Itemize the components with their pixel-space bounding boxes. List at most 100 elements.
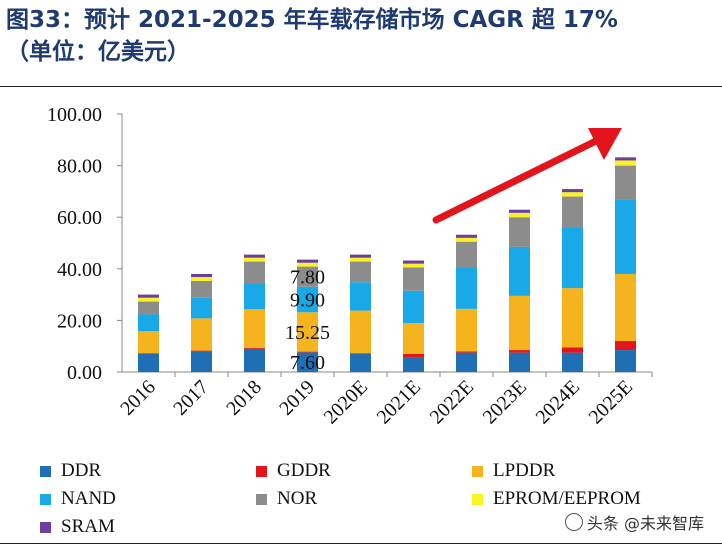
bar-segment-nand xyxy=(138,314,159,332)
bar-segment-lpddr xyxy=(297,312,318,352)
bar-segment-ddr xyxy=(562,352,583,372)
y-tick-label: 100.00 xyxy=(47,104,102,126)
bar-segment-eprom-eeprom xyxy=(191,277,212,281)
bar-segment-gddr xyxy=(562,347,583,353)
legend-label: LPDDR xyxy=(493,460,556,481)
bar-segment-gddr xyxy=(403,353,424,358)
bottom-divider xyxy=(0,543,722,544)
bar-segment-nor xyxy=(403,267,424,291)
bar-segment-nand xyxy=(244,283,265,310)
bar-segment-ddr xyxy=(191,351,212,372)
data-label: 7.60 xyxy=(290,352,325,374)
x-tick-label: 2022E xyxy=(426,376,478,428)
data-label: 15.25 xyxy=(285,322,330,344)
bar-segment-nor xyxy=(138,301,159,315)
bar-segment-eprom-eeprom xyxy=(615,160,636,166)
bar-segment-eprom-eeprom xyxy=(244,257,265,262)
legend-swatch xyxy=(40,521,51,533)
bar-segment-sram xyxy=(615,157,636,161)
bar-segment-sram xyxy=(562,189,583,193)
data-label: 9.90 xyxy=(290,290,325,312)
legend-item-nand: NAND xyxy=(40,486,116,512)
legend-label: GDDR xyxy=(277,460,331,481)
legend-label: NOR xyxy=(277,488,318,509)
bar-segment-eprom-eeprom xyxy=(456,237,477,242)
bar-segment-gddr xyxy=(456,351,477,353)
bar-segment-sram xyxy=(456,234,477,238)
legend-swatch xyxy=(472,493,483,505)
bar-segment-lpddr xyxy=(562,288,583,348)
chart-title: 图33：预计 2021-2025 年车载存储市场 CAGR 超 17% xyxy=(6,7,618,33)
bar-segment-nand xyxy=(562,227,583,289)
bar-segment-nor xyxy=(615,165,636,200)
bar-segment-nor xyxy=(456,241,477,268)
bar-segment-ddr xyxy=(456,352,477,372)
bar-segment-gddr xyxy=(191,350,212,352)
bar-segment-ddr xyxy=(509,352,530,372)
bar-segment-nand xyxy=(403,290,424,323)
x-tick-label: 2020E xyxy=(320,376,372,428)
chart-subtitle-unit: （单位：亿美元） xyxy=(6,39,190,65)
bar-segment-nor xyxy=(509,217,530,247)
data-label: 7.80 xyxy=(290,267,325,289)
x-tick-label: 2021E xyxy=(373,376,425,428)
bar-segment-lpddr xyxy=(403,322,424,354)
bar-segment-sram xyxy=(509,209,530,213)
bar-segment-nor xyxy=(350,261,371,283)
bar-segment-gddr xyxy=(615,341,636,351)
wechat-icon xyxy=(564,513,583,531)
x-tick-label: 2024E xyxy=(532,376,584,428)
chart-legend: DDR GDDR LPDDR NAND NOR EPROM/EEPROM SRAM xyxy=(40,458,720,540)
bar-segment-gddr xyxy=(244,348,265,349)
legend-swatch xyxy=(40,493,51,505)
trend-arrow-shaft xyxy=(432,136,602,224)
bar-segment-nor xyxy=(562,196,583,228)
bar-segment-eprom-eeprom xyxy=(350,257,371,262)
trend-arrow-head xyxy=(588,128,622,160)
legend-swatch xyxy=(256,465,267,477)
legend-label: DDR xyxy=(61,460,102,481)
bar-segment-nand xyxy=(350,282,371,311)
y-tick-label: 20.00 xyxy=(57,310,102,332)
legend-swatch xyxy=(256,493,267,505)
y-tick-label: 40.00 xyxy=(57,259,102,281)
bar-segment-ddr xyxy=(403,357,424,372)
bar-segment-sram xyxy=(350,254,371,258)
x-tick-label: 2025E xyxy=(585,376,637,428)
bar-segment-sram xyxy=(244,254,265,258)
bar-segment-eprom-eeprom xyxy=(562,192,583,197)
bar-segment-lpddr xyxy=(191,318,212,351)
watermark-text: 头条 @未来智库 xyxy=(586,514,704,533)
title-block: 图33：预计 2021-2025 年车载存储市场 CAGR 超 17% （单位：… xyxy=(6,4,718,68)
bar-segment-eprom-eeprom xyxy=(138,297,159,302)
bar-segment-nor xyxy=(191,280,212,298)
bar-segment-nand xyxy=(509,246,530,296)
bar-segment-sram xyxy=(297,259,318,263)
bar-segment-eprom-eeprom xyxy=(297,262,318,267)
x-tick-label: 2019 xyxy=(275,376,319,420)
y-tick-label: 60.00 xyxy=(57,207,102,229)
bar-segment-eprom-eeprom xyxy=(403,263,424,268)
legend-swatch xyxy=(40,465,51,477)
bar-segment-ddr xyxy=(244,348,265,372)
bar-segment-ddr xyxy=(138,353,159,372)
legend-label: EPROM/EEPROM xyxy=(493,488,641,509)
bar-segment-lpddr xyxy=(456,308,477,352)
legend-item-ddr: DDR xyxy=(40,458,101,484)
bar-segment-lpddr xyxy=(615,273,636,342)
watermark: 头条 @未来智库 xyxy=(559,510,704,534)
x-tick-label: 2023E xyxy=(479,376,531,428)
title-divider xyxy=(0,86,722,87)
bar-segment-nand xyxy=(191,297,212,319)
bar-segment-gddr xyxy=(509,350,530,353)
legend-item-nor: NOR xyxy=(256,486,317,512)
legend-item-sram: SRAM xyxy=(40,514,115,540)
legend-label: SRAM xyxy=(61,516,115,537)
legend-item-lpddr: LPDDR xyxy=(472,458,555,484)
bar-segment-sram xyxy=(191,273,212,278)
bar-segment-lpddr xyxy=(509,295,530,351)
bar-segment-gddr xyxy=(138,353,159,354)
bar-segment-gddr xyxy=(350,353,371,354)
bar-segment-lpddr xyxy=(350,310,371,354)
